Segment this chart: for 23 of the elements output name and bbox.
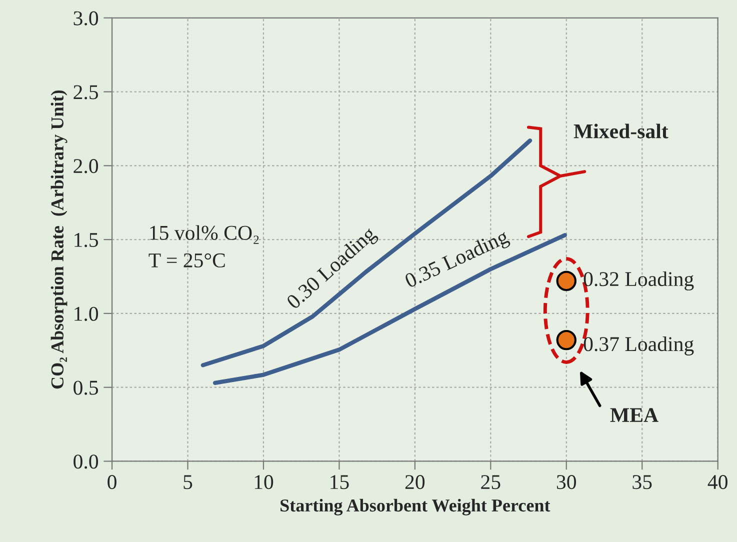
x-axis-title: Starting Absorbent Weight Percent [280,498,550,516]
y-tick-label: 0.0 [74,454,98,469]
y-tick-label: 0.5 [74,380,98,395]
x-tick-label: 10 [254,475,274,490]
y-tick-label: 2.5 [74,85,98,100]
y-tick-label: 3.0 [74,11,98,26]
x-tick-label: 15 [330,475,349,490]
y-tick-label: 1.0 [74,306,98,321]
x-tick-label: 30 [556,475,576,490]
y-tick-label: 2.0 [74,159,98,174]
x-tick-label: 0 [108,475,116,490]
annotation: Mixed-salt [574,124,668,138]
x-tick-label: 5 [184,475,192,490]
x-tick-label: 20 [405,475,425,490]
y-tick-label: 1.5 [74,233,98,248]
annotation: MEA [610,408,658,422]
annotation: 0.37 Loading [584,336,694,356]
y-axis-title: CO₂ Absorption Rate (Arbitrary Unit) [50,90,68,389]
x-tick-label: 25 [481,475,500,490]
annotation: 15 vol% CO₂ T = 25°C [148,225,259,268]
x-tick-label: 40 [708,475,728,490]
annotation: 0.32 Loading [584,271,694,290]
x-tick-label: 35 [632,475,652,490]
